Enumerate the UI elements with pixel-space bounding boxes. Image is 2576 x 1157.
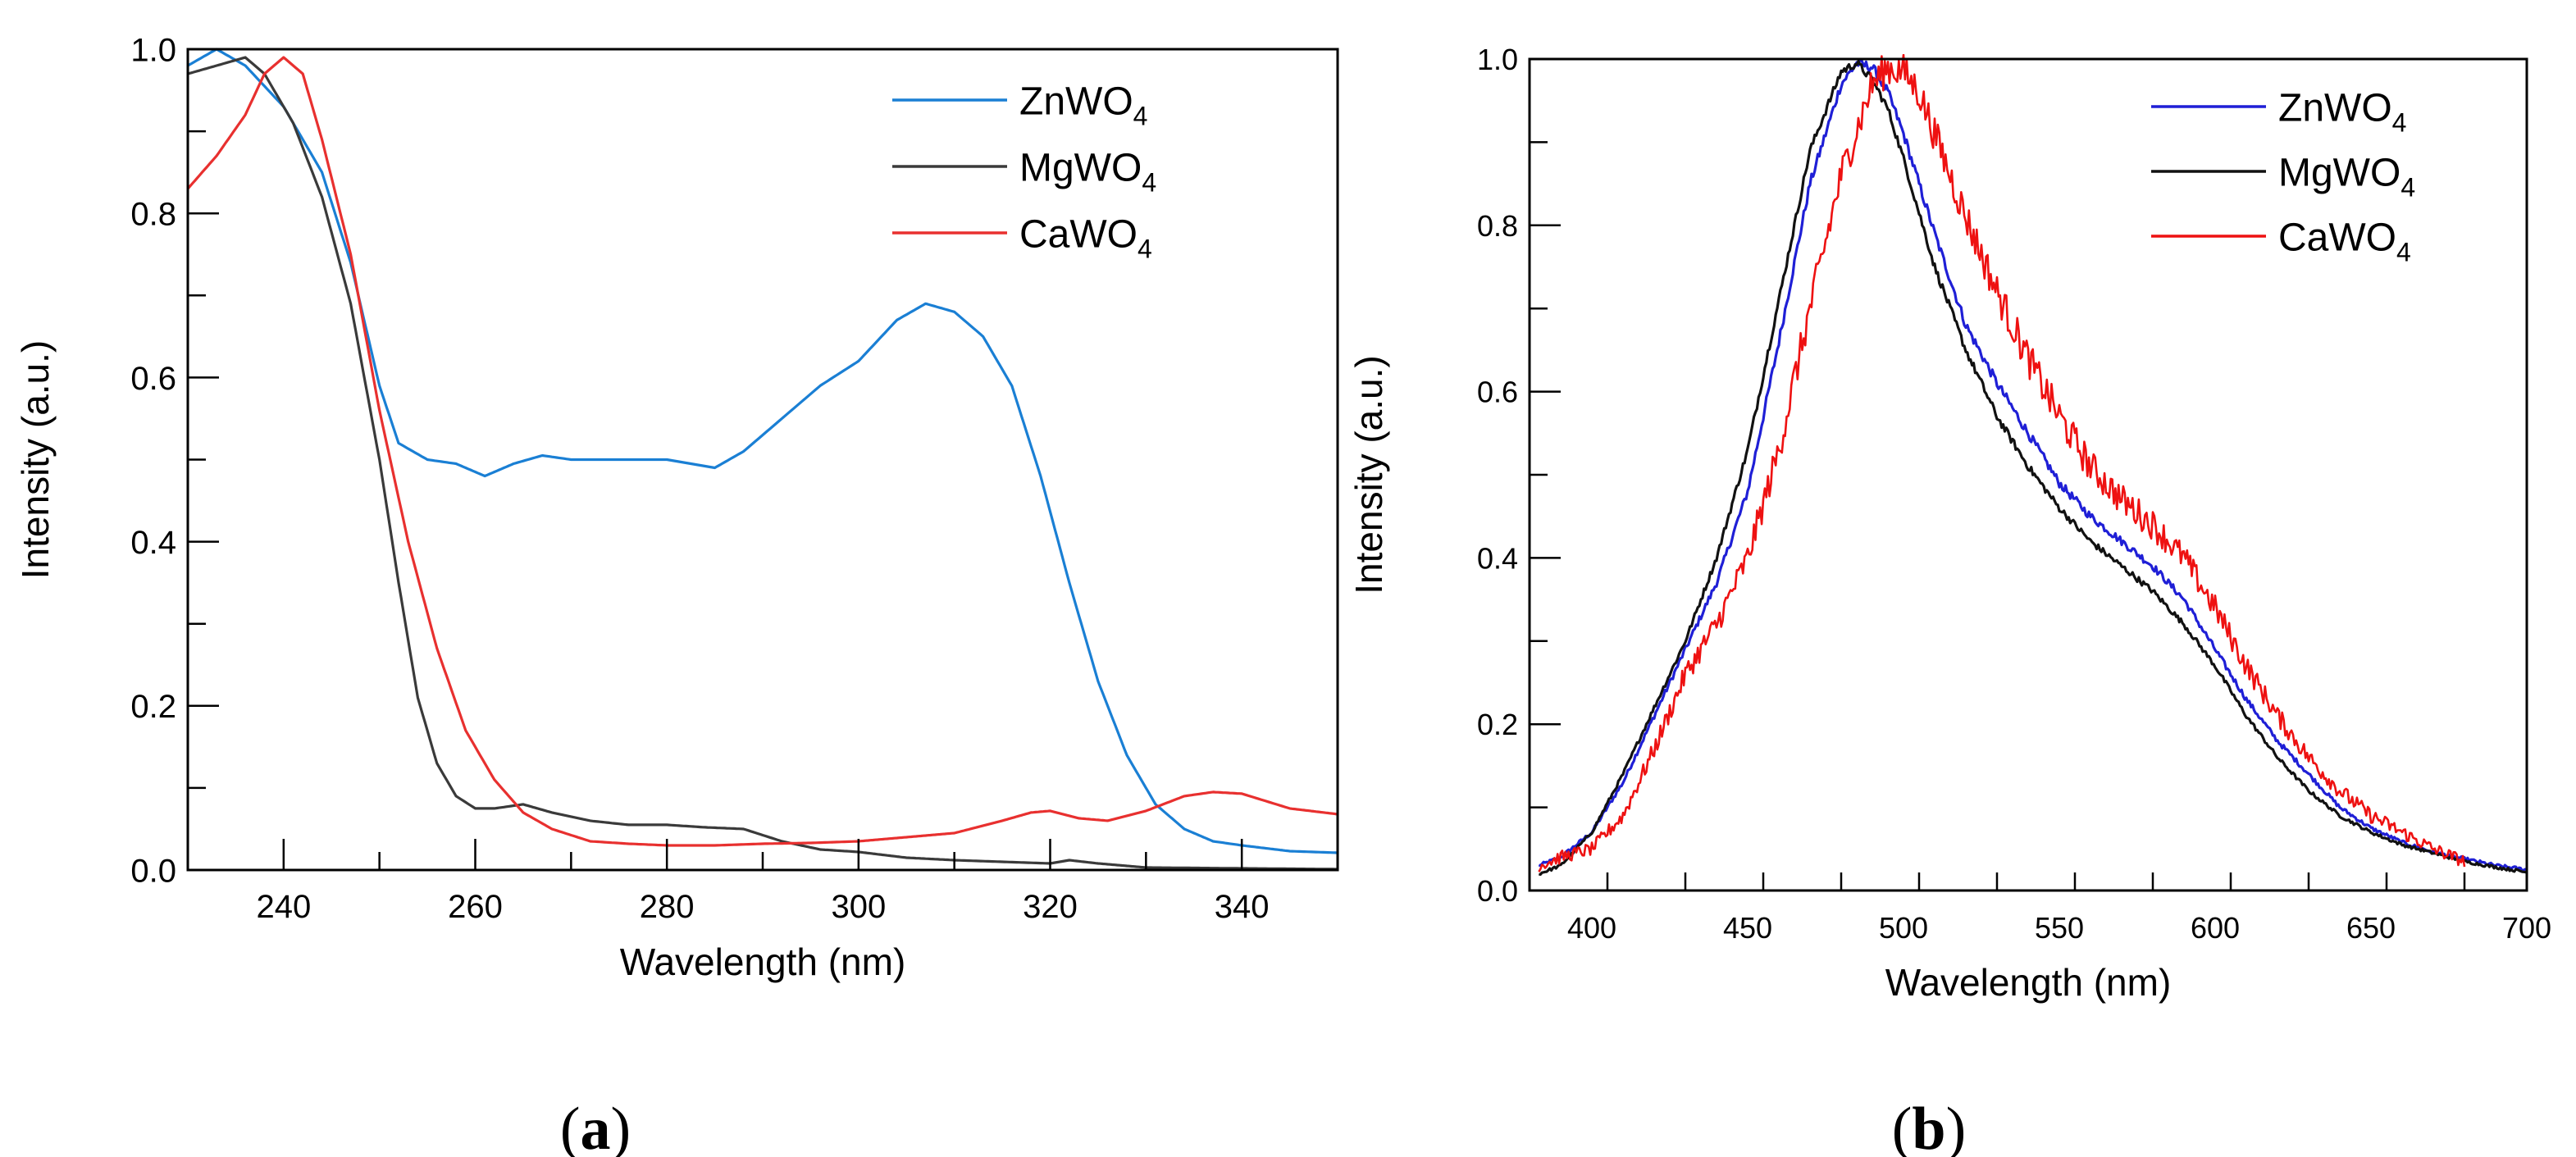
panel-label-a-letter: a <box>581 1096 611 1157</box>
y-tick-label: 0.2 <box>1477 708 1518 741</box>
y-tick-label: 0.4 <box>1477 541 1518 575</box>
x-tick-label: 260 <box>448 889 503 925</box>
x-tick-label: 450 <box>1723 911 1772 945</box>
legend-label-cawo4: CaWO4 <box>2278 216 2411 266</box>
y-tick-label: 0.0 <box>1477 874 1518 908</box>
legend: ZnWO4 MgWO4 CaWO4 <box>892 80 1156 263</box>
x-tick-label: 600 <box>2191 911 2240 945</box>
x-tick-label: 500 <box>1879 911 1928 945</box>
legend-label-mgwo4: MgWO4 <box>1019 146 1156 197</box>
x-tick-label: 300 <box>831 889 886 925</box>
x-axis-label: Wavelength (nm) <box>620 941 906 983</box>
series-line-cawo4 <box>1538 54 2466 872</box>
panel-label-b: (b) <box>1892 1096 1966 1157</box>
y-tick-label: 0.8 <box>130 197 176 233</box>
y-tick-label: 0.2 <box>130 689 176 725</box>
y-tick-label: 0.6 <box>130 361 176 397</box>
series-line-mgwo4 <box>1538 60 2527 877</box>
legend-label-znwo4: ZnWO4 <box>1019 80 1147 130</box>
y-tick-label: 0.0 <box>130 853 176 889</box>
y-axis-label: Intensity (a.u.) <box>1347 355 1390 594</box>
y-axis-label: Intensity (a.u.) <box>14 340 57 579</box>
y-tick-label: 0.4 <box>130 525 176 561</box>
panel-label-b-letter: b <box>1912 1096 1945 1157</box>
x-tick-label: 700 <box>2502 911 2551 945</box>
y-tick-label: 1.0 <box>1477 43 1518 76</box>
y-tick-label: 0.8 <box>1477 209 1518 243</box>
panel-label-a: (a) <box>560 1096 631 1157</box>
y-tick-label: 0.6 <box>1477 376 1518 409</box>
legend-label-mgwo4: MgWO4 <box>2278 151 2415 202</box>
legend: ZnWO4 MgWO4 CaWO4 <box>2151 86 2415 266</box>
x-tick-label: 280 <box>640 889 695 925</box>
x-tick-label: 550 <box>2035 911 2084 945</box>
series-line-znwo4 <box>1538 58 2527 872</box>
legend-label-cawo4: CaWO4 <box>1019 212 1152 263</box>
legend-label-znwo4: ZnWO4 <box>2278 86 2406 137</box>
series-line-znwo4 <box>188 48 1338 854</box>
plot-frame <box>186 48 1339 872</box>
x-tick-label: 340 <box>1215 889 1270 925</box>
series-line-mgwo4 <box>188 56 1338 870</box>
y-tick-label: 1.0 <box>130 32 176 68</box>
series-line-cawo4 <box>188 56 1338 847</box>
x-axis-label: Wavelength (nm) <box>1885 961 2172 1004</box>
x-tick-label: 400 <box>1567 911 1616 945</box>
chart-panel-b: 400 450 500 550 600 650 700 0.0 0.2 0.4 0.6 0.8 1.0 W… <box>1347 43 2551 1004</box>
chart-panel-a: 240 260 280 300 320 340 0.0 0.2 0.4 0.6 0.8 1.0 Wave… <box>14 32 1339 983</box>
x-tick-label: 650 <box>2346 911 2396 945</box>
x-tick-label: 320 <box>1023 889 1078 925</box>
x-tick-label: 240 <box>256 889 311 925</box>
